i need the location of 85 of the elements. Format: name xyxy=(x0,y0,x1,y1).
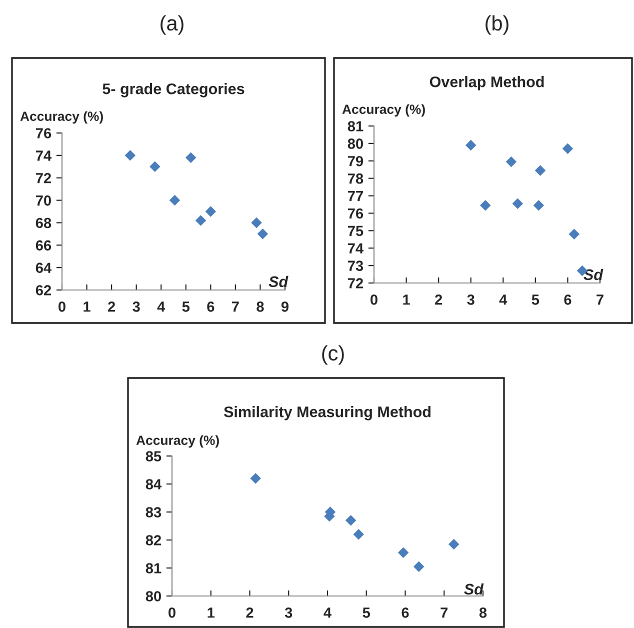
x-tick-label: 3 xyxy=(284,607,292,618)
y-tick-label: 79 xyxy=(348,156,364,166)
x-tick-label: 2 xyxy=(108,301,116,312)
point xyxy=(448,538,460,550)
x-tick-label: 0 xyxy=(168,607,176,618)
y-tick-label: 64 xyxy=(36,262,52,273)
y-tick-label: 70 xyxy=(36,195,51,206)
y-tick-label: 80 xyxy=(348,138,363,149)
point xyxy=(345,515,356,526)
y-tick-label: 84 xyxy=(146,479,162,490)
point xyxy=(568,228,580,240)
y-tick-label: 62 xyxy=(36,285,51,296)
x-tick-label: 6 xyxy=(564,294,572,305)
x-tick-label: 7 xyxy=(232,302,239,312)
y-tick-label: 82 xyxy=(146,535,161,546)
y-tick-label: 77 xyxy=(348,191,363,202)
x-tick-label: 5 xyxy=(532,294,540,305)
x-tick-label: 8 xyxy=(479,607,487,618)
text: (c) xyxy=(322,345,344,365)
y-tick-label: 73 xyxy=(348,260,364,272)
point xyxy=(533,200,544,211)
text: (b) xyxy=(486,15,508,35)
y-axis-title: Accuracy (%) xyxy=(342,104,425,117)
point xyxy=(562,143,574,154)
y-tick-label: 72 xyxy=(348,278,363,288)
y-tick-label: 74 xyxy=(36,150,52,161)
x-tick-label: 2 xyxy=(435,294,442,305)
x-tick-label: 7 xyxy=(596,294,604,305)
point xyxy=(150,161,160,172)
point xyxy=(413,561,424,572)
y-tick-label: 76 xyxy=(348,208,364,219)
x-axis-title: Sd xyxy=(584,268,604,280)
x-tick-label: 0 xyxy=(370,294,378,305)
point xyxy=(534,165,546,176)
x-tick-label: 6 xyxy=(207,301,214,312)
x-tick-label: 2 xyxy=(246,607,254,618)
x-axis-title: Sd xyxy=(268,276,288,288)
x-tick-label: 0 xyxy=(58,301,66,312)
chart-title: Overlap Method xyxy=(430,76,544,90)
point xyxy=(195,215,206,226)
chart-title: Similarity Measuring Method xyxy=(224,406,430,420)
y-tick-label: 76 xyxy=(36,128,52,138)
point xyxy=(353,529,364,540)
y-axis-title: Accuracy (%) xyxy=(20,111,103,124)
point xyxy=(124,150,136,161)
y-tick-label: 83 xyxy=(146,507,162,518)
point xyxy=(512,198,524,210)
y-tick-label: 74 xyxy=(348,243,364,254)
y-tick-label: 81 xyxy=(146,563,162,574)
text: (a) xyxy=(160,15,184,35)
y-tick-label: 80 xyxy=(146,591,161,602)
point xyxy=(185,152,196,164)
y-tick-label: 72 xyxy=(36,172,51,184)
y-tick-label: 68 xyxy=(36,218,52,228)
x-tick-label: 5 xyxy=(362,608,370,618)
point xyxy=(205,206,216,217)
y-axis-title: Accuracy (%) xyxy=(136,435,219,448)
point xyxy=(257,228,268,240)
x-tick-label: 4 xyxy=(157,302,166,312)
point xyxy=(169,194,180,206)
x-tick-label: 3 xyxy=(467,294,474,305)
x-tick-label: 4 xyxy=(324,608,332,618)
point xyxy=(465,140,476,151)
point xyxy=(398,547,409,558)
x-tick-label: 6 xyxy=(402,607,409,618)
y-tick-label: 66 xyxy=(36,240,52,251)
x-tick-label: 5 xyxy=(182,302,190,312)
point xyxy=(251,217,262,228)
x-tick-label: 8 xyxy=(256,301,264,312)
y-tick-label: 78 xyxy=(348,173,364,184)
y-tick-label: 81 xyxy=(348,121,364,132)
chart-title: 5- grade Categories xyxy=(102,83,244,98)
point xyxy=(480,200,491,211)
x-tick-label: 1 xyxy=(84,302,90,312)
point xyxy=(506,156,517,168)
x-tick-label: 1 xyxy=(403,294,410,305)
x-tick-label: 4 xyxy=(499,294,508,305)
x-tick-label: 9 xyxy=(281,301,289,312)
point xyxy=(250,473,261,484)
x-axis-title: Sd xyxy=(464,583,484,595)
x-tick-label: 7 xyxy=(440,608,448,618)
y-tick-label: 75 xyxy=(348,226,364,236)
y-tick-label: 85 xyxy=(146,451,162,462)
x-tick-label: 1 xyxy=(208,608,215,618)
x-tick-label: 3 xyxy=(132,301,140,312)
